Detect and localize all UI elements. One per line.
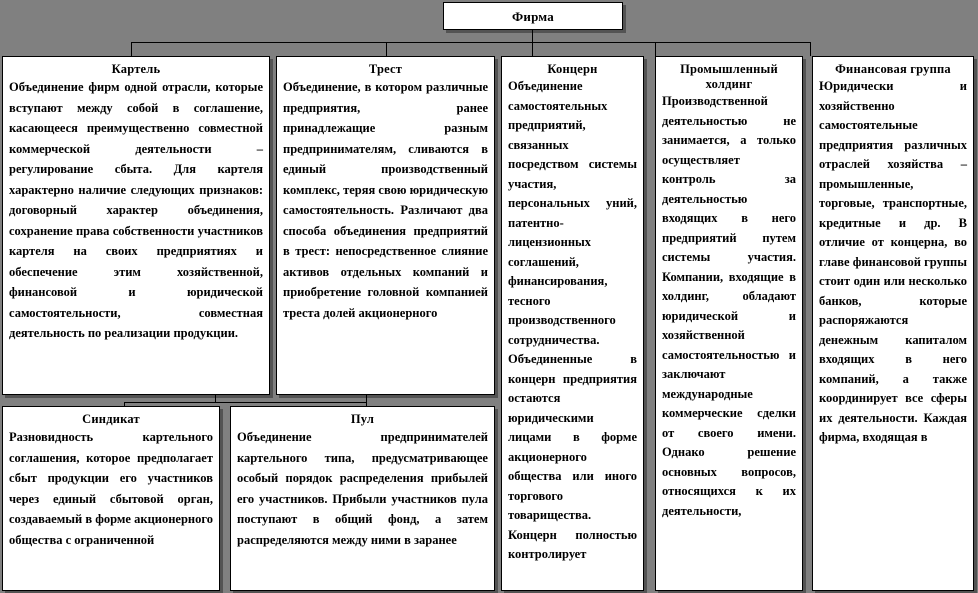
connector-root-stem [532, 30, 533, 42]
node-sindikat-title: Синдикат [82, 412, 140, 426]
connector-stem-kartel-down [215, 395, 216, 403]
connector-drop-kartel [131, 42, 132, 56]
node-sindikat-body: Разновидность картельного соглашения, ко… [9, 430, 213, 547]
node-sindikat[interactable]: Синдикат Разновидность картельного согла… [2, 406, 220, 591]
node-konzern-body: Объединение самостоятельных предприятий,… [508, 79, 637, 561]
node-fingroup[interactable]: Финансовая группа Юридически и хозяйстве… [812, 56, 974, 591]
node-firma-content: Фирма [444, 3, 622, 29]
node-konzern-title: Концерн [547, 62, 598, 76]
node-konzern[interactable]: Концерн Объединение самостоятельных пред… [501, 56, 644, 591]
connector-drop-trest [386, 42, 387, 56]
node-fingroup-body: Юридически и хозяйственно самостоятельны… [819, 79, 967, 444]
node-firma[interactable]: Фирма [443, 2, 623, 30]
node-kartel-title: Картель [111, 62, 161, 76]
node-kartel-content: Картель Объединение фирм одной отрасли, … [3, 57, 269, 394]
node-holding-body: Производственной деятельностью не занима… [662, 94, 796, 518]
connector-row2-bus [124, 402, 366, 403]
connector-stem-trest-down [366, 395, 367, 403]
node-kartel[interactable]: Картель Объединение фирм одной отрасли, … [2, 56, 270, 395]
node-pul-content: Пул Объединение предпринимателей картель… [231, 407, 494, 590]
node-holding[interactable]: Промышленный холдинг Производственной де… [655, 56, 803, 591]
node-fingroup-content: Финансовая группа Юридически и хозяйстве… [813, 57, 973, 590]
node-pul-title: Пул [350, 412, 375, 426]
node-trest-content: Трест Объединение, в котором различные п… [277, 57, 494, 394]
node-pul[interactable]: Пул Объединение предпринимателей картель… [230, 406, 495, 591]
node-holding-title: Промышленный холдинг [680, 62, 778, 91]
connector-drop-fingroup [810, 42, 811, 56]
connector-drop-pul [366, 402, 367, 408]
connector-drop-holding [655, 42, 656, 56]
node-fingroup-title: Финансовая группа [835, 62, 951, 76]
node-trest[interactable]: Трест Объединение, в котором различные п… [276, 56, 495, 395]
node-sindikat-content: Синдикат Разновидность картельного согла… [3, 407, 219, 590]
connector-drop-sindikat [124, 402, 125, 408]
connector-row1-bus [131, 42, 810, 43]
node-kartel-body: Объединение фирм одной отрасли, которые … [9, 80, 263, 340]
node-trest-title: Трест [368, 62, 403, 76]
node-konzern-content: Концерн Объединение самостоятельных пред… [502, 57, 643, 590]
connector-drop-konzern [532, 42, 533, 56]
node-trest-body: Объединение, в котором различные предпри… [283, 80, 488, 320]
node-holding-content: Промышленный холдинг Производственной де… [656, 57, 802, 590]
node-pul-body: Объединение предпринимателей картельного… [237, 430, 488, 547]
node-firma-title: Фирма [512, 9, 554, 24]
